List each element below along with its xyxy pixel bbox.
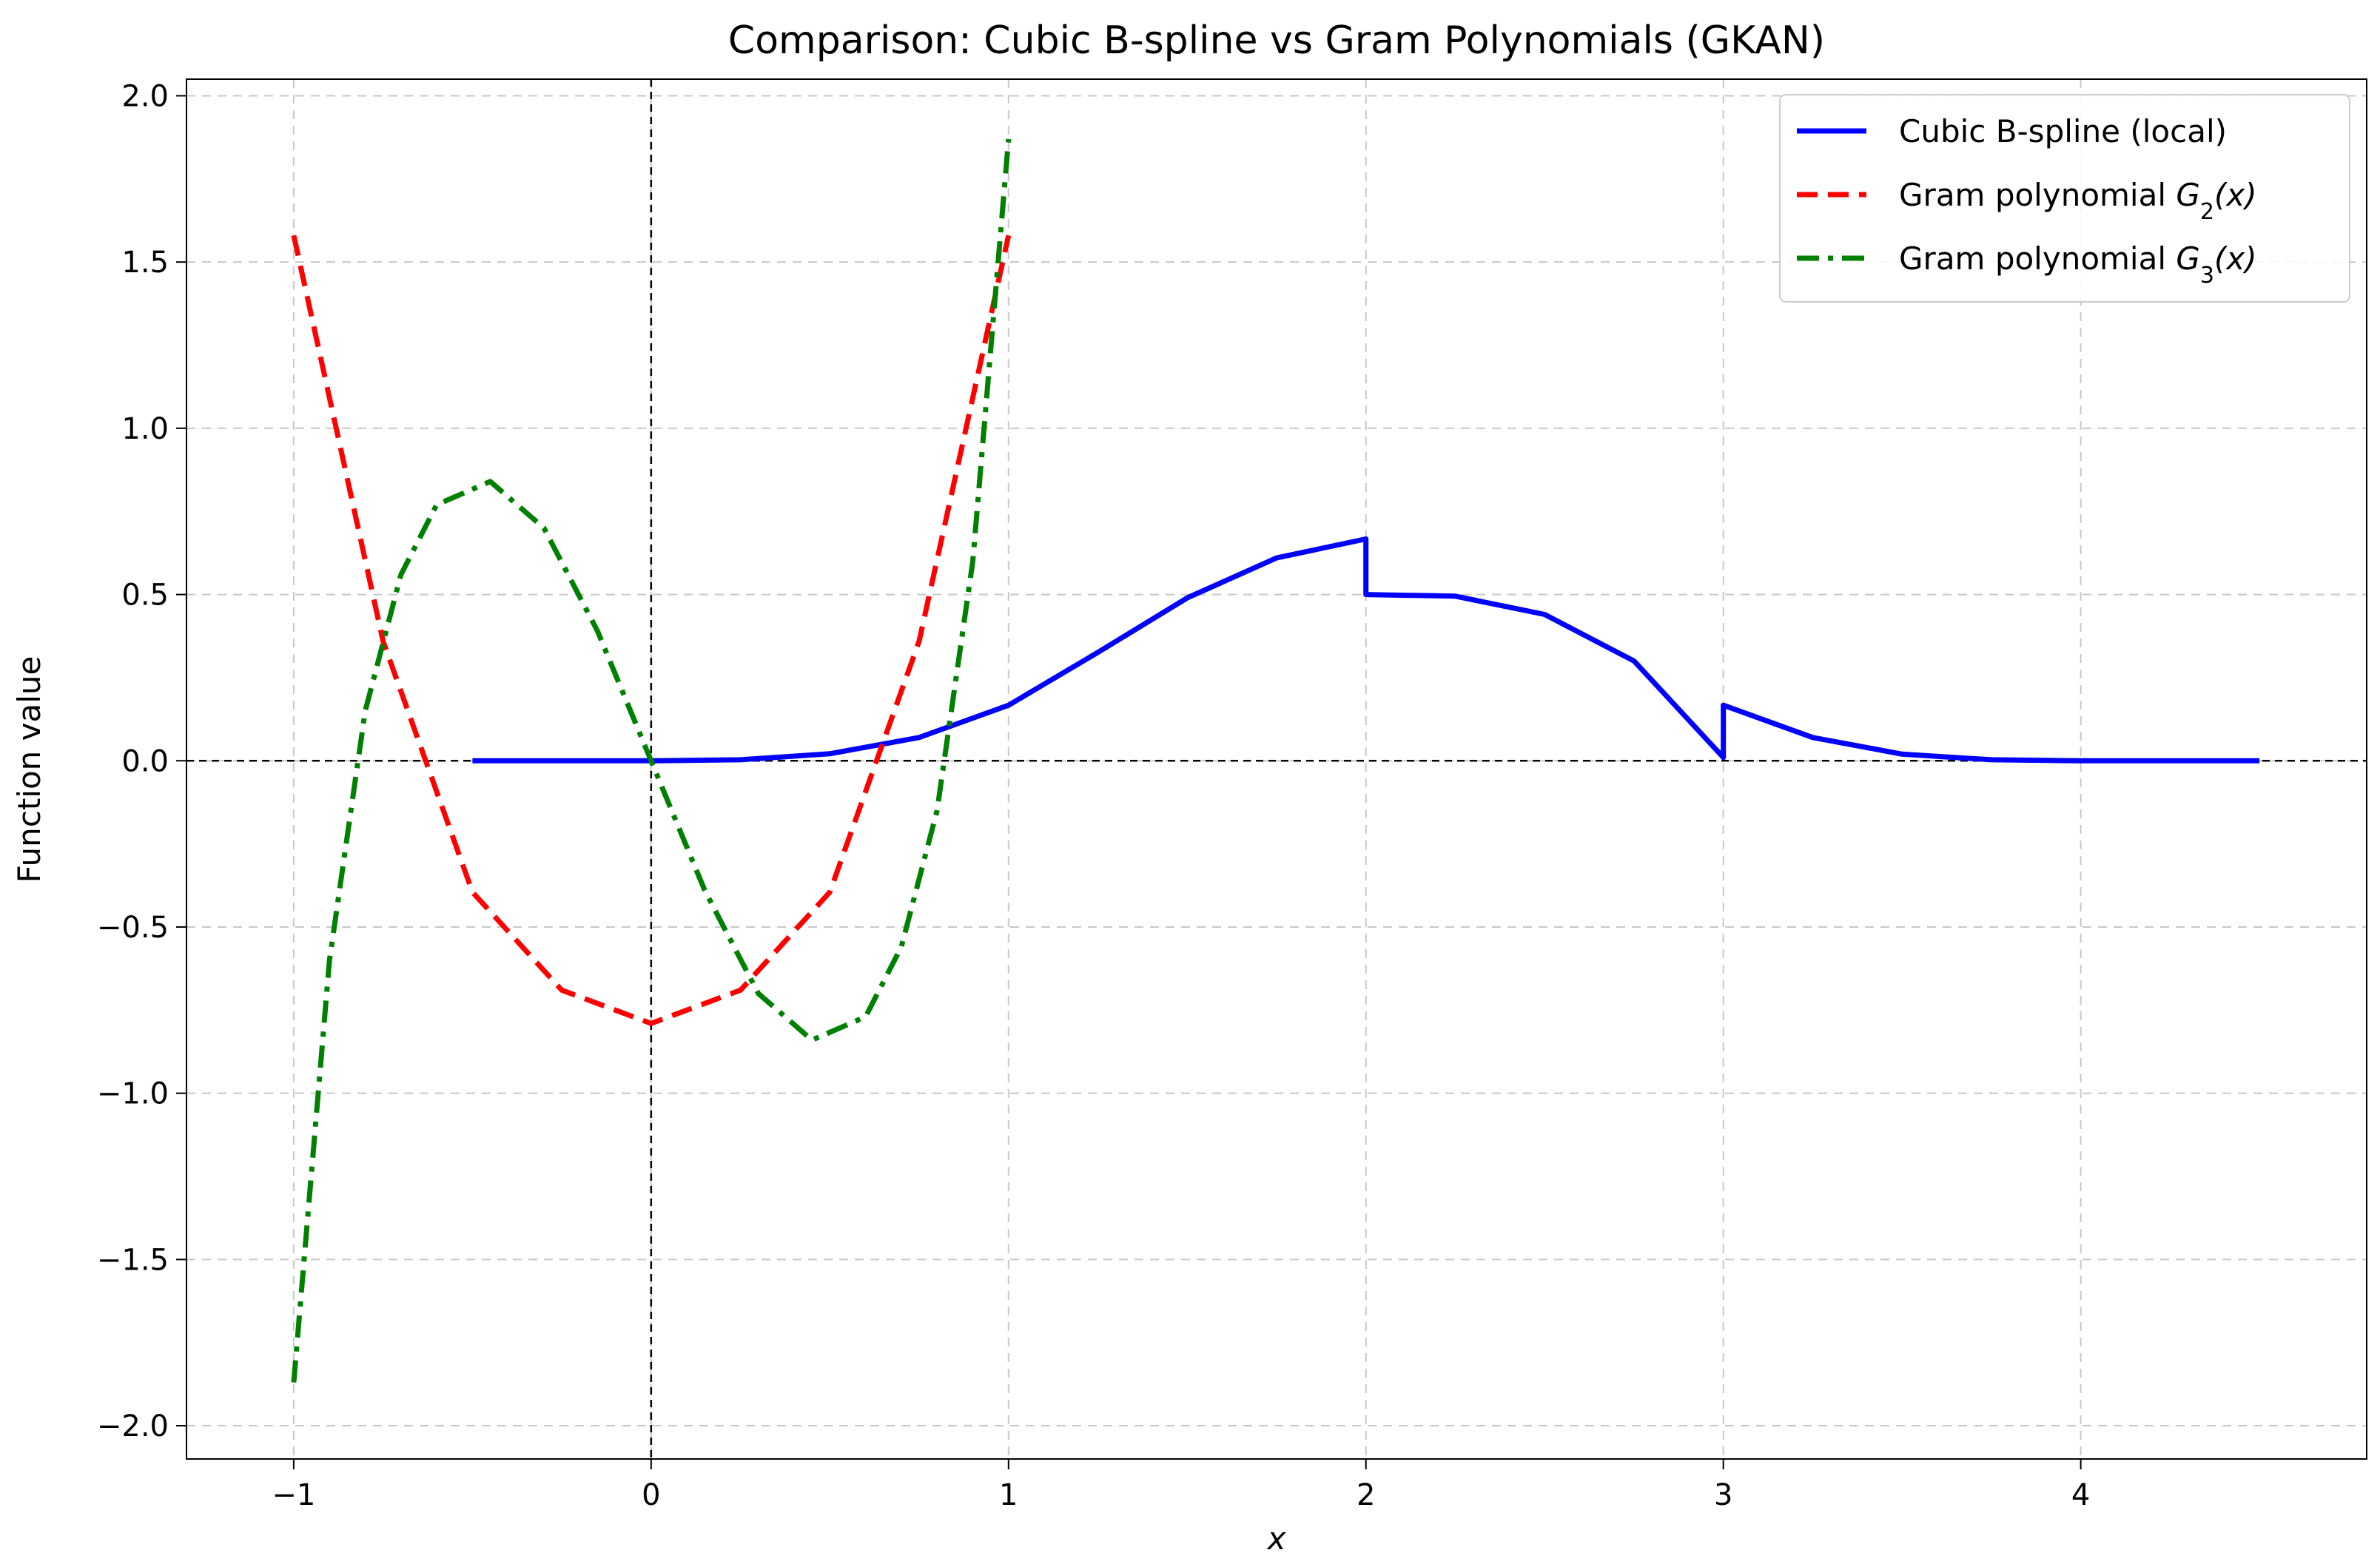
grid-lines (186, 79, 2367, 1459)
x-ticks: −1 0 1 2 3 4 (272, 1459, 2090, 1512)
legend-label-3: Gram polynomial G3(x) (1899, 240, 2257, 289)
y-tick-label: 0.5 (121, 579, 169, 613)
y-tick-label: 1.0 (121, 412, 169, 446)
x-tick-label: −1 (272, 1478, 315, 1512)
y-tick-label: −1.0 (97, 1077, 169, 1111)
x-tick-label: 1 (999, 1478, 1018, 1512)
y-axis-label: Function value (11, 656, 47, 883)
y-tick-label: 1.5 (121, 246, 169, 280)
legend: Cubic B-spline (local) Gram polynomial G2… (1779, 94, 2350, 303)
y-tick-label: −1.5 (97, 1243, 169, 1277)
legend-label-2: Gram polynomial G2(x) (1899, 177, 2257, 225)
series-line-2 (291, 235, 1012, 1026)
x-axis-label: x (1266, 1520, 1287, 1557)
y-tick-label: −0.5 (97, 911, 169, 945)
plot-frame (186, 78, 2367, 1460)
y-tick-label: 0.0 (121, 744, 169, 778)
plot-series (291, 138, 2260, 1383)
y-tick-label: −2.0 (97, 1409, 169, 1443)
series-line-3 (291, 138, 1012, 1383)
y-ticks: −2.0 −1.5 −1.0 −0.5 0.0 0.5 1.0 1.5 2.0 (97, 79, 186, 1443)
y-tick-label: 2.0 (121, 79, 169, 113)
x-tick-label: 3 (1714, 1478, 1732, 1512)
x-tick-label: 0 (642, 1478, 660, 1512)
series-line-1 (472, 536, 2260, 764)
legend-label-1: Cubic B-spline (local) (1899, 113, 2227, 149)
legend-box (1779, 94, 2350, 303)
x-tick-label: 4 (2071, 1478, 2090, 1512)
x-tick-label: 2 (1357, 1478, 1375, 1512)
chart-title: Comparison: Cubic B-spline vs Gram Polyn… (728, 18, 1825, 63)
